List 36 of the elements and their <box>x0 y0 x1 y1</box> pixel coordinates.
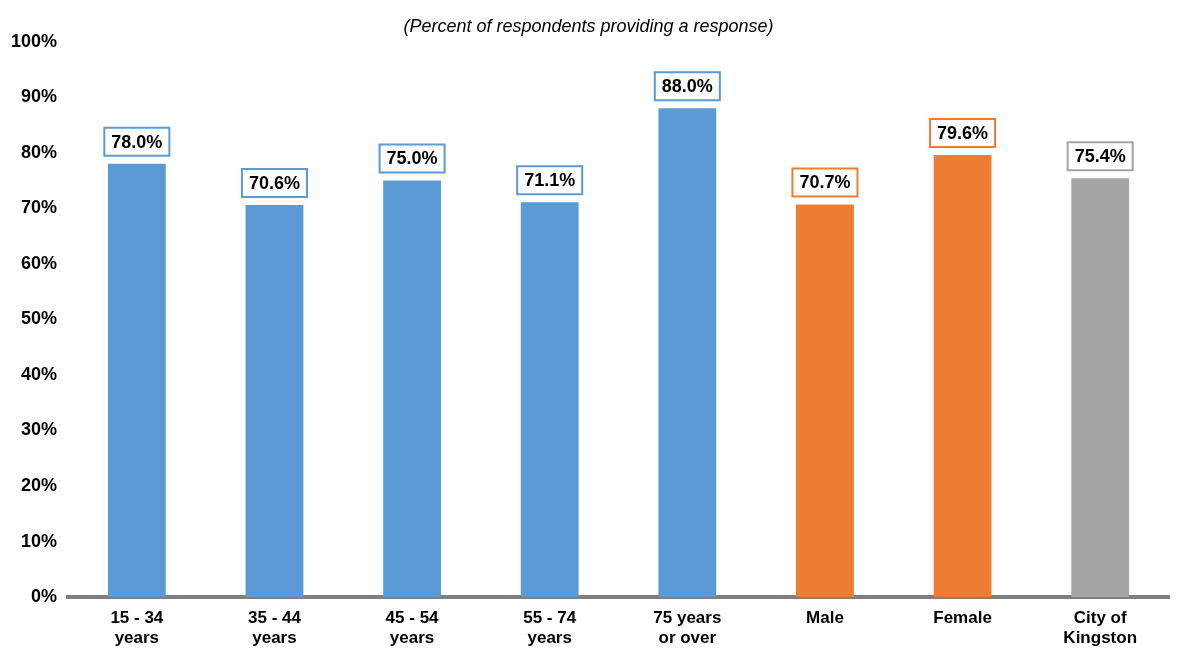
y-tick-label: 80% <box>21 141 58 162</box>
bar <box>107 163 166 598</box>
data-label: 79.6% <box>937 122 989 143</box>
data-label: 71.1% <box>524 170 576 191</box>
data-label: 88.0% <box>661 76 713 97</box>
data-label: 75.4% <box>1074 146 1126 167</box>
y-tick-label: 40% <box>21 363 58 384</box>
x-tick-label: 45 - 54 years <box>385 608 440 648</box>
bar <box>796 204 854 598</box>
bar <box>383 180 441 598</box>
y-tick-label: 90% <box>21 86 58 107</box>
x-tick-label: 75 years or over <box>653 608 722 648</box>
x-tick-label: 55 - 74 years <box>523 608 577 648</box>
data-label: 78.0% <box>111 131 163 152</box>
y-tick-label: 10% <box>21 530 58 551</box>
y-tick-label: 70% <box>21 197 58 218</box>
y-tick-label: 30% <box>21 419 58 440</box>
bar <box>245 204 304 598</box>
data-label: 70.7% <box>799 172 851 193</box>
y-tick-label: 100% <box>10 30 58 51</box>
data-label: 75.0% <box>386 148 438 169</box>
chart-subtitle: (Percent of respondents providing a response) <box>403 15 774 36</box>
x-tick-label: 35 - 44 years <box>248 608 302 648</box>
bar <box>520 202 579 598</box>
bar <box>658 108 717 598</box>
y-tick-label: 50% <box>21 308 58 329</box>
x-tick-label: City of Kingston <box>1063 608 1138 648</box>
bar <box>933 154 992 598</box>
bar <box>1071 178 1130 598</box>
x-tick-label: Male <box>806 608 844 628</box>
y-tick-label: 0% <box>31 586 58 607</box>
y-tick-label: 20% <box>21 475 58 496</box>
y-tick-label: 60% <box>21 252 58 273</box>
data-label: 70.6% <box>248 172 300 193</box>
x-tick-label: 15 - 34 years <box>110 608 164 648</box>
x-tick-label: Female <box>933 608 992 628</box>
